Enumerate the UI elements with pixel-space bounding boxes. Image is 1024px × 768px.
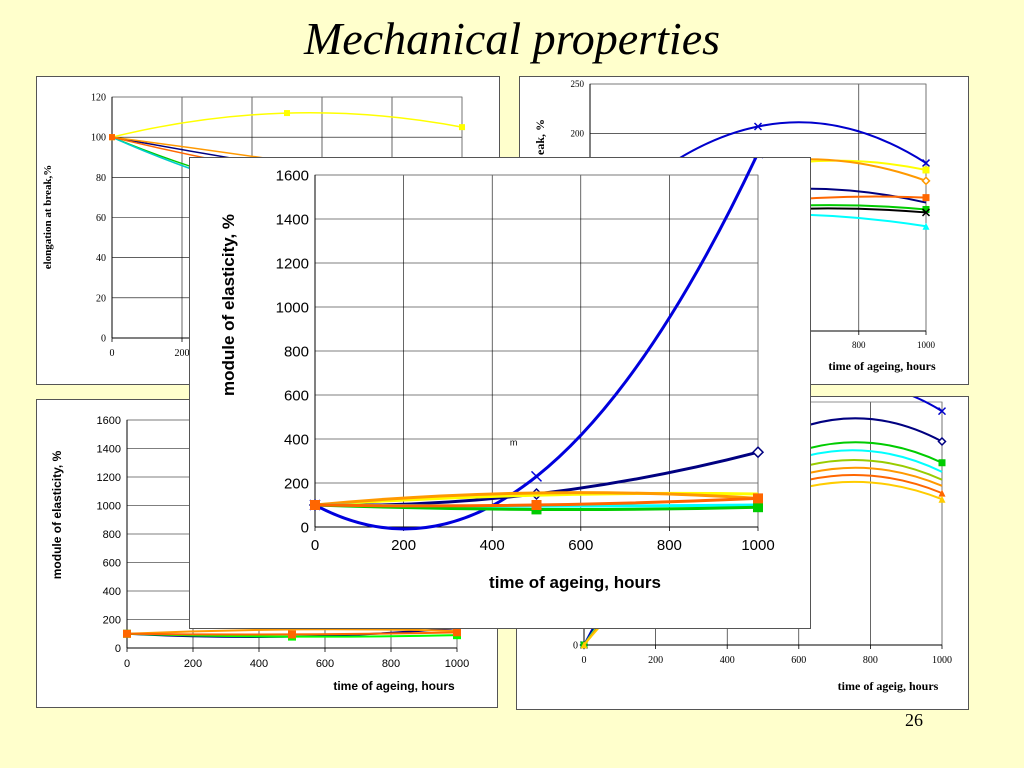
y-axis-label: elongation at break,% [42,165,54,270]
x-tick-label: 600 [568,537,593,554]
y-tick-label: 1600 [276,167,309,184]
slide-title: Mechanical properties [303,13,721,64]
y-tick-label: 1000 [97,500,121,512]
x-tick-label: 200 [184,658,202,670]
x-tick-label: 1000 [932,655,952,666]
data-point [530,470,543,482]
elasticity-chart-main: 0 200 400 600 800 1000 1200 1400 1600 0 200 400 600 8… [219,158,775,592]
y-tick-label: 1400 [276,211,309,228]
y-axis-label: module of elasticity, % [219,214,238,396]
data-point [284,110,290,117]
y-tick-label: 1600 [97,415,121,427]
x-tick-label: 1000 [445,658,469,670]
data-point [580,641,588,649]
series-line [126,628,458,635]
y-tick-label: 0 [115,643,121,655]
y-tick-label: 80 [96,173,106,184]
y-tick-label: 120 [91,93,106,104]
data-point [921,208,931,217]
data-point [938,459,946,467]
y-tick-label: 600 [284,387,309,404]
x-tick-label: 200 [175,348,190,359]
x-tick-label: 800 [382,658,400,670]
y-axis-label: eak, % [533,119,547,155]
data-point [310,500,320,510]
y-tick-label: 1000 [276,299,309,316]
chart-annotation: m [510,438,518,448]
y-tick-label: 40 [96,253,106,264]
y-axis-label: module of elasticity, % [50,450,64,579]
y-tick-label: 1400 [97,443,121,455]
x-axis-label: time of ageing, hours [828,359,936,373]
y-tick-label: 200 [284,475,309,492]
x-axis-label: time of ageing, hours [333,679,455,693]
series-line [314,158,758,531]
y-tick-label: 200 [103,614,121,626]
x-tick-label: 0 [311,537,319,554]
y-tick-label: 800 [103,529,121,541]
x-tick-label: 800 [852,340,866,350]
x-tick-label: 0 [124,658,130,670]
y-tick-label: 400 [103,586,121,598]
data-point [753,122,763,131]
x-tick-label: 1000 [917,340,936,350]
data-point [922,205,930,213]
x-tick-label: 400 [720,655,735,666]
data-point [922,166,930,174]
data-point [922,222,930,230]
y-tick-label: 800 [284,343,309,360]
data-point [109,134,115,141]
y-tick-label: 200 [571,129,585,139]
data-point [922,194,930,202]
chart-panel-elasticity-main: 0 200 400 600 800 1000 1200 1400 1600 0 200 400 600 8… [189,157,811,629]
x-axis-label: time of ageig, hours [838,679,939,693]
y-tick-label: 100 [91,133,106,144]
data-point [459,124,465,131]
data-point [531,500,542,510]
x-tick-label: 800 [657,537,682,554]
data-point [937,407,947,416]
data-point [753,493,763,504]
x-tick-label: 0 [582,655,587,666]
series-line [111,111,463,138]
page-number: 26 [905,710,923,730]
data-point [751,446,765,459]
x-axis-label: time of ageing, hours [489,573,661,592]
data-point [288,630,296,639]
data-point [123,629,131,638]
data-point [938,495,946,503]
x-tick-label: 600 [316,658,334,670]
y-tick-label: 0 [301,519,309,536]
y-tick-label: 0 [573,641,578,652]
x-tick-label: 400 [480,537,505,554]
x-tick-label: 800 [863,655,878,666]
data-point [937,436,947,447]
x-tick-label: 600 [791,655,806,666]
data-point [921,159,931,168]
x-tick-label: 200 [391,537,416,554]
series-line [314,491,759,507]
data-point [753,502,763,513]
y-tick-label: 1200 [97,472,121,484]
x-tick-label: 200 [648,655,663,666]
x-tick-label: 0 [110,348,115,359]
y-tick-label: 20 [96,293,106,304]
x-tick-label: 400 [250,658,268,670]
y-tick-label: 400 [284,431,309,448]
data-point [921,176,931,186]
y-tick-label: 600 [103,557,121,569]
x-tick-label: 1000 [741,537,774,554]
data-point [453,628,461,637]
y-tick-label: 60 [96,213,106,224]
y-tick-label: 0 [101,334,106,345]
data-point [938,489,946,497]
y-tick-label: 250 [571,79,585,89]
y-tick-label: 1200 [276,255,309,272]
